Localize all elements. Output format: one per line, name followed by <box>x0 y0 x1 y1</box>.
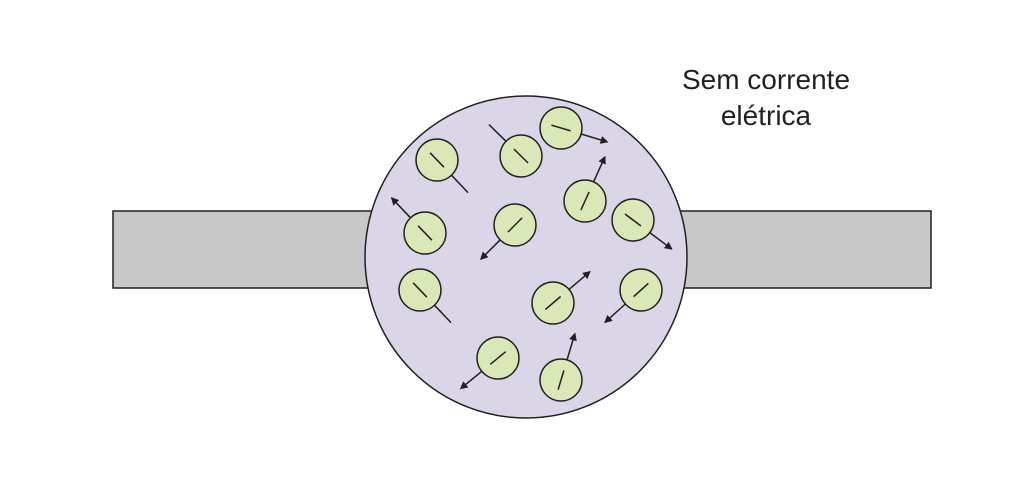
particle-inner-mark <box>624 213 642 227</box>
particle-tail-line <box>450 174 469 194</box>
particle-inner-mark <box>489 351 507 365</box>
caption-line-1: Sem corrente <box>681 64 851 95</box>
velocity-arrow-icon <box>604 303 626 324</box>
velocity-arrow-icon <box>566 332 577 361</box>
velocity-arrow-icon <box>459 370 483 390</box>
particle-inner-mark <box>412 282 428 298</box>
particle-inner-mark <box>557 370 565 390</box>
right-wire-bar <box>679 210 932 289</box>
velocity-arrow-icon <box>390 197 412 219</box>
particle-inner-mark <box>580 191 590 211</box>
particle-inner-mark <box>429 152 445 168</box>
caption-label: Sem corrente elétrica <box>640 62 892 134</box>
velocity-arrow-icon <box>479 239 501 261</box>
particle-tail-line <box>488 123 507 142</box>
velocity-arrow-icon <box>568 270 591 290</box>
left-wire-bar <box>112 210 376 289</box>
particle-inner-mark <box>551 124 571 132</box>
particle-inner-mark <box>507 217 523 233</box>
particle-inner-mark <box>513 148 529 164</box>
particle-group <box>390 106 673 402</box>
particle-inner-mark <box>633 282 649 298</box>
velocity-arrow-icon <box>649 232 673 250</box>
caption-line-2: elétrica <box>720 100 812 131</box>
velocity-arrow-icon <box>580 133 609 144</box>
particle-tail-line <box>433 304 452 324</box>
particle-inner-mark <box>417 225 433 241</box>
particle-inner-mark <box>544 295 562 311</box>
velocity-arrow-icon <box>592 155 606 183</box>
